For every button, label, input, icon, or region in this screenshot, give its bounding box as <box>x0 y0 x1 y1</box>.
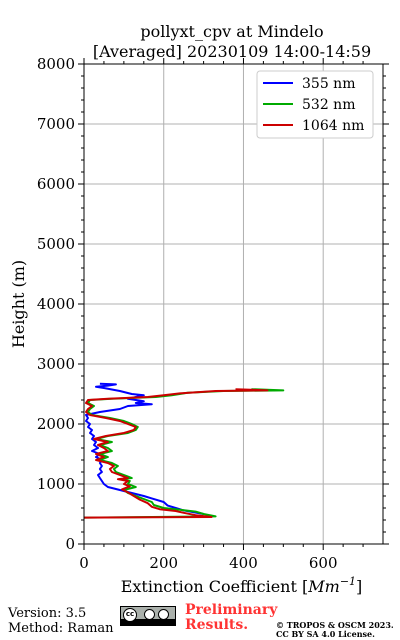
legend-label: 532 nm <box>302 97 355 113</box>
tick-labels: 0 200 400 600010002000300040005000600070008… <box>37 55 338 572</box>
x-tick-label: 0 <box>79 554 89 572</box>
y-tick-label: 4000 <box>37 295 75 313</box>
y-tick-label: 1000 <box>37 475 75 493</box>
preliminary-results-line-1: Preliminary <box>185 602 278 618</box>
x-axis-label-exponent: −1 <box>340 575 356 588</box>
copyright-line-1: © TROPOS & OSCM 2023. <box>276 620 394 630</box>
legend-label: 1064 nm <box>302 118 364 134</box>
y-tick-label: 8000 <box>37 55 75 73</box>
x-axis-label-main: Extinction Coefficient [ <box>121 577 309 596</box>
legend-box <box>256 70 374 139</box>
x-axis-label-unit: Mm <box>307 577 340 596</box>
y-tick-label: 0 <box>65 535 75 553</box>
chart-title-line-2: [Averaged] 20230109 14:00-14:59 <box>93 42 371 61</box>
y-tick-label: 5000 <box>37 235 75 253</box>
x-axis-label: Extinction Coefficient [Mm−1] <box>121 575 363 596</box>
series-line-1064-nm <box>83 388 269 519</box>
y-tick-label: 7000 <box>37 115 75 133</box>
method-text: Method: Raman <box>8 621 114 636</box>
y-axis-label: Height (m) <box>9 260 28 348</box>
copyright-line-2: CC BY SA 4.0 License. <box>276 629 375 639</box>
cc-icon: cc <box>123 608 137 622</box>
chart-title: pollyxt_cpv at Mindelo [Averaged] 202301… <box>93 22 371 61</box>
extinction-profile-chart: pollyxt_cpv at Mindelo [Averaged] 202301… <box>9 22 389 596</box>
y-tick-label: 3000 <box>37 355 75 373</box>
sa-icon <box>158 609 169 620</box>
chart-title-line-1: pollyxt_cpv at Mindelo <box>140 22 323 41</box>
preliminary-results-line-2: Results. <box>185 617 249 633</box>
cc-badge-lower-band <box>121 619 175 625</box>
x-tick-label: 200 <box>149 554 178 572</box>
x-axis-label-end: ] <box>356 577 362 596</box>
y-tick-label: 2000 <box>37 415 75 433</box>
y-tick-label: 6000 <box>37 175 75 193</box>
axis-ticks <box>78 58 389 550</box>
cc-by-sa-badge: cc <box>120 606 176 626</box>
x-tick-label: 600 <box>309 554 338 572</box>
by-icon <box>144 609 155 620</box>
x-tick-label: 400 <box>229 554 258 572</box>
legend-label: 355 nm <box>302 76 355 92</box>
version-text: Version: 3.5 <box>8 606 87 621</box>
series-line-532-nm <box>83 388 285 519</box>
series-lines <box>83 382 285 519</box>
legend: 355 nm 532 nm 1064 nm <box>256 70 374 139</box>
